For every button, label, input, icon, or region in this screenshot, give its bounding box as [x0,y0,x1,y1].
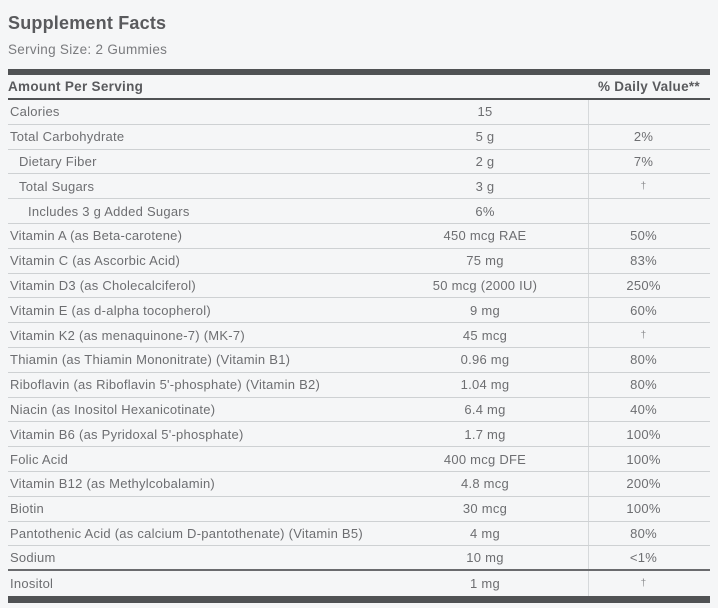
table-row: Thiamin (as Thiamin Mononitrate) (Vitami… [8,347,710,373]
nutrient-daily-value [588,100,710,124]
table-header-row: Amount Per Serving % Daily Value** [8,75,710,98]
nutrient-name: Sodium [10,550,56,566]
nutrient-daily-value: 2% [588,124,710,149]
nutrient-name: Includes 3 g Added Sugars [28,203,190,219]
nutrient-amount: 45 mcg [462,327,508,343]
nutrient-daily-value: 100% [588,496,710,521]
nutrient-name: Vitamin B12 (as Methylcobalamin) [10,476,216,492]
nutrient-daily-value: † [588,571,710,596]
nutrient-amount: 400 mcg DFE [443,451,527,467]
facts-rows: Calories 15 Total Carbohydrate 5 g 2% Di… [8,100,710,596]
table-row: Total Sugars 3 g † [8,174,710,200]
nutrient-name: Vitamin K2 (as menaquinone-7) (MK-7) [10,327,245,343]
table-row: Biotin 30 mcg 100% [8,496,710,522]
table-row: Vitamin B12 (as Methylcobalamin) 4.8 mcg… [8,471,710,497]
nutrient-amount: 3 g [475,178,495,194]
nutrient-daily-value [588,199,710,223]
nutrient-daily-value: <1% [588,546,710,570]
nutrient-name: Dietary Fiber [19,153,97,169]
nutrient-amount: 6% [475,203,495,219]
table-row: Vitamin D3 (as Cholecalciferol) 50 mcg (… [8,273,710,299]
table-row: Includes 3 g Added Sugars 6% [8,199,710,224]
nutrient-amount: 1 mg [470,576,500,592]
nutrient-daily-value: † [588,323,710,347]
nutrient-amount: 0.96 mg [460,352,510,368]
nutrient-name: Vitamin C (as Ascorbic Acid) [10,253,181,269]
nutrient-amount: 75 mg [466,253,504,269]
nutrient-amount: 6.4 mg [464,401,506,417]
header-underline [8,98,710,100]
nutrient-daily-value: 80% [588,521,710,546]
nutrient-name: Thiamin (as Thiamin Mononitrate) (Vitami… [10,352,291,368]
nutrient-amount: 4.8 mcg [461,476,509,492]
table-row: Folic Acid 400 mcg DFE 100% [8,447,710,472]
table-row: Niacin (as Inositol Hexanicotinate) 6.4 … [8,397,710,423]
nutrient-amount: 15 [477,104,493,120]
nutrient-daily-value: 100% [588,422,710,447]
serving-size-text: Serving Size: 2 Gummies [8,42,168,57]
table-row: Vitamin A (as Beta-carotene) 450 mcg RAE… [8,223,710,249]
nutrient-daily-value: 80% [588,372,710,397]
nutrient-daily-value: 7% [588,149,710,174]
nutrient-amount: 2 g [475,153,495,169]
table-row: Dietary Fiber 2 g 7% [8,149,710,175]
daily-value-header: % Daily Value** [597,79,700,94]
table-row: Vitamin E (as d-alpha tocopherol) 9 mg 6… [8,298,710,324]
nutrient-amount: 30 mcg [462,501,508,517]
nutrient-amount: 50 mcg (2000 IU) [432,277,538,293]
bottom-divider-bar [8,595,710,603]
nutrient-name: Vitamin A (as Beta-carotene) [10,228,183,244]
amount-per-serving-header: Amount Per Serving [8,79,144,94]
nutrient-name: Niacin (as Inositol Hexanicotinate) [10,401,216,417]
nutrient-name: Inositol [10,576,54,592]
table-row: Riboflavin (as Riboflavin 5'-phosphate) … [8,372,710,398]
nutrient-name: Vitamin E (as d-alpha tocopherol) [10,302,211,318]
table-row: Pantothenic Acid (as calcium D-pantothen… [8,521,710,547]
table-row: Sodium 10 mg <1% [8,546,710,572]
nutrient-amount: 10 mg [466,550,504,566]
nutrient-amount: 9 mg [470,302,500,318]
nutrient-amount: 1.7 mg [464,426,506,442]
table-row: Vitamin C (as Ascorbic Acid) 75 mg 83% [8,248,710,274]
nutrient-daily-value: 60% [588,298,710,323]
table-row: Vitamin K2 (as menaquinone-7) (MK-7) 45 … [8,323,710,348]
table-row: Total Carbohydrate 5 g 2% [8,124,710,150]
nutrient-name: Folic Acid [10,451,69,467]
nutrient-daily-value: 250% [588,273,710,298]
nutrient-daily-value: 50% [588,223,710,248]
nutrient-daily-value: 80% [588,347,710,372]
nutrient-amount: 4 mg [470,525,500,541]
table-row: Vitamin B6 (as Pyridoxal 5'-phosphate) 1… [8,422,710,448]
table-row: Calories 15 [8,100,710,125]
nutrient-name: Biotin [10,501,45,517]
nutrient-name: Total Carbohydrate [10,129,125,145]
nutrient-name: Vitamin B6 (as Pyridoxal 5'-phosphate) [10,426,244,442]
table-row: Inositol 1 mg † [8,571,710,596]
nutrient-name: Pantothenic Acid (as calcium D-pantothen… [10,525,363,541]
nutrient-daily-value: 100% [588,447,710,471]
nutrient-daily-value: 40% [588,397,710,422]
nutrient-amount: 450 mcg RAE [443,228,527,244]
nutrient-name: Vitamin D3 (as Cholecalciferol) [10,277,196,293]
panel-title: Supplement Facts [8,13,167,33]
nutrient-amount: 1.04 mg [460,377,510,393]
nutrient-name: Calories [10,104,60,120]
nutrient-name: Riboflavin (as Riboflavin 5'-phosphate) … [10,377,321,393]
nutrient-daily-value: † [588,174,710,199]
nutrient-amount: 5 g [475,129,495,145]
nutrient-daily-value: 200% [588,471,710,496]
nutrient-name: Total Sugars [19,178,95,194]
nutrient-daily-value: 83% [588,248,710,273]
top-divider-bar [8,69,710,75]
